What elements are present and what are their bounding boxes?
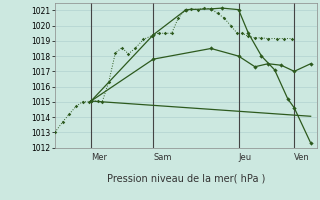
Text: Mer: Mer — [91, 153, 107, 162]
Text: Sam: Sam — [153, 153, 172, 162]
Text: Ven: Ven — [294, 153, 310, 162]
Text: Pression niveau de la mer( hPa ): Pression niveau de la mer( hPa ) — [107, 174, 265, 184]
Text: Jeu: Jeu — [238, 153, 252, 162]
